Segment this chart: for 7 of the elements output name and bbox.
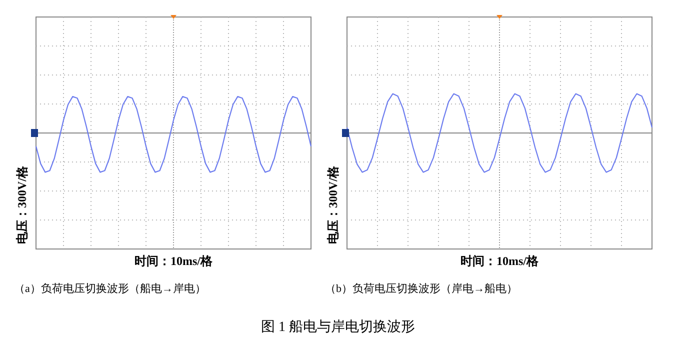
x-axis-title: 时间：10ms/格: [460, 254, 540, 268]
text: （a）负荷电压切换波形（船电→岸电）: [14, 282, 206, 295]
y-axis-title: 电压：300V/格: [15, 165, 29, 244]
y-axis-title: 电压：300V/格: [326, 165, 340, 244]
x-axis-title: 时间：10ms/格: [134, 254, 214, 268]
text: （b）负荷电压切换波形（岸电→船电）: [325, 282, 518, 295]
caption: 图 1 船电与岸电切换波形: [261, 319, 415, 335]
